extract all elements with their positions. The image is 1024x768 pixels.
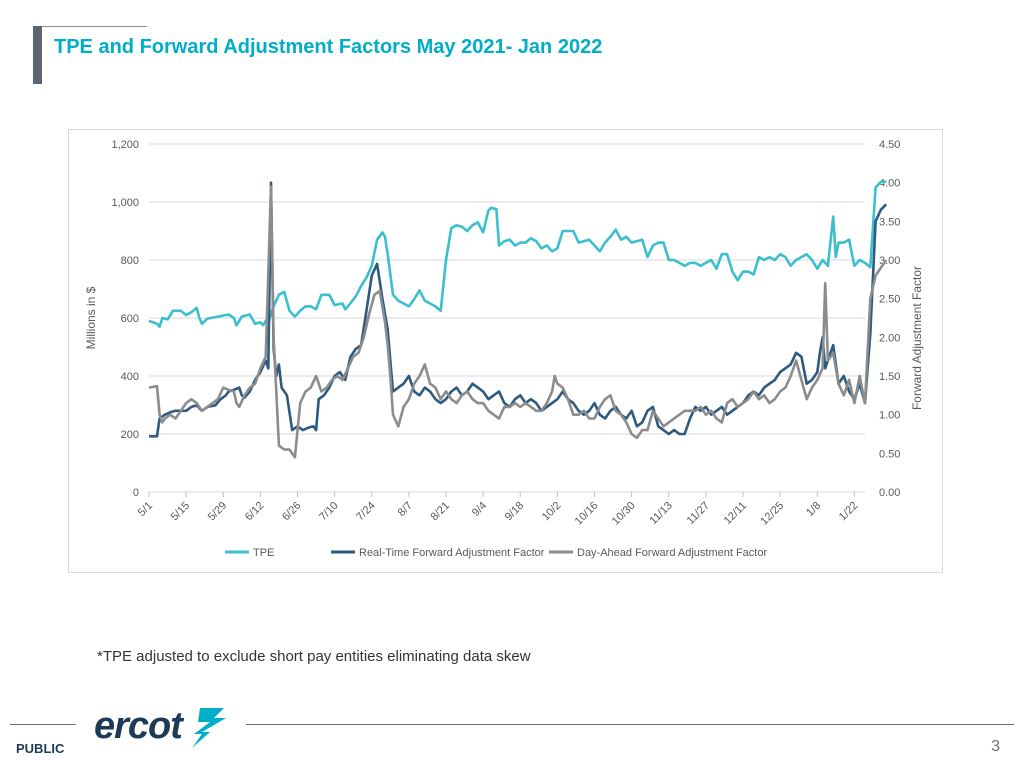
x-tick-label: 8/7 xyxy=(396,500,415,519)
y2-tick-label: 0.00 xyxy=(879,487,900,499)
y-tick-label: 600 xyxy=(121,313,139,325)
x-tick-label: 11/13 xyxy=(648,500,675,527)
y-tick-label: 400 xyxy=(121,371,139,383)
x-tick-label: 10/16 xyxy=(573,500,601,528)
footer-rule-left xyxy=(10,724,76,725)
series-line-real-time-faf xyxy=(149,181,888,438)
page-number: 3 xyxy=(991,738,1000,755)
ercot-bolt-icon xyxy=(192,708,226,748)
x-tick-label: 1/8 xyxy=(804,500,823,519)
x-tick-label: 6/12 xyxy=(243,500,267,524)
x-tick-label: 12/25 xyxy=(758,500,786,528)
tpe-faf-chart: 0 200 400 600 800 1,000 1,200 0.00 0.50 1.00 1.50 2… xyxy=(84,139,924,559)
legend-label: Real-Time Forward Adjustment Factor xyxy=(359,547,545,559)
x-tick-label: 9/4 xyxy=(470,500,489,519)
x-tick-label: 7/24 xyxy=(354,500,378,524)
title-top-rule xyxy=(42,26,147,27)
x-tick-label: 5/29 xyxy=(206,500,230,524)
x-tick-label: 12/11 xyxy=(722,500,749,527)
footer-rule-right xyxy=(246,724,1014,725)
y2-tick-label: 1.50 xyxy=(879,371,900,383)
y-tick-label: 200 xyxy=(121,429,139,441)
x-tick-label: 7/10 xyxy=(317,500,341,524)
ercot-logo-text: ercot xyxy=(94,705,184,747)
x-tick-label: 10/2 xyxy=(540,500,564,524)
y2-tick-label: 1.00 xyxy=(879,410,900,422)
y2-tick-label: 4.00 xyxy=(879,178,900,190)
legend-label: Day-Ahead Forward Adjustment Factor xyxy=(577,547,767,559)
series-line-day-ahead-faf xyxy=(148,185,888,459)
x-tick-label: 6/26 xyxy=(280,500,304,524)
y-axis-title: Millions in $ xyxy=(84,286,98,349)
y2-tick-label: 0.50 xyxy=(879,448,900,460)
x-tick-label: 1/22 xyxy=(837,500,861,524)
y-tick-label: 1,200 xyxy=(111,139,139,151)
y2-axis-title: Forward Adjustment Factor xyxy=(910,266,924,410)
x-tick-label: 11/27 xyxy=(685,500,712,527)
x-tick-label: 5/1 xyxy=(136,500,155,519)
x-tick-label: 5/15 xyxy=(169,500,193,524)
classification-label: PUBLIC xyxy=(16,741,65,756)
y-tick-label: 0 xyxy=(133,487,139,499)
y2-tick-label: 4.50 xyxy=(879,139,900,151)
footnote: *TPE adjusted to exclude short pay entit… xyxy=(97,648,531,665)
y2-tick-label: 2.50 xyxy=(879,294,900,306)
x-tick-label: 10/30 xyxy=(610,500,638,528)
y2-tick-label: 2.00 xyxy=(879,332,900,344)
y-tick-label: 1,000 xyxy=(111,197,139,209)
series-line-tpe xyxy=(148,180,887,328)
title-accent-bar xyxy=(33,26,42,84)
chart-frame: 0 200 400 600 800 1,000 1,200 0.00 0.50 1.00 1.50 2… xyxy=(68,129,943,573)
ercot-logo: ercot xyxy=(94,705,226,748)
x-tick-label: 8/21 xyxy=(428,500,452,524)
y-tick-label: 800 xyxy=(121,255,139,267)
slide-title: TPE and Forward Adjustment Factors May 2… xyxy=(54,36,603,58)
legend-label: TPE xyxy=(253,547,274,559)
x-tick-label: 9/18 xyxy=(503,500,527,524)
y2-tick-label: 3.50 xyxy=(879,216,900,228)
